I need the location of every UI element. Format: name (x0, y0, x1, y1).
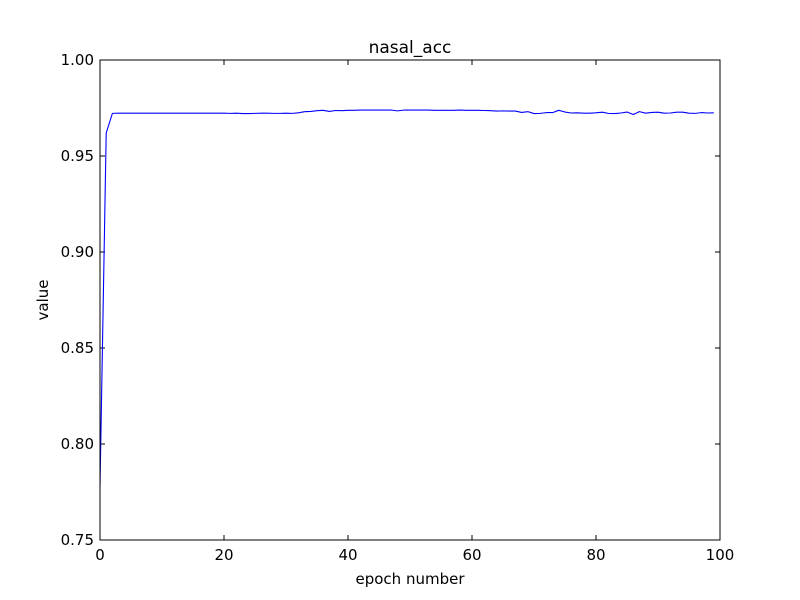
x-tick-label: 40 (338, 546, 357, 564)
x-tick-label: 0 (95, 546, 105, 564)
axis-ticks (99, 59, 721, 541)
y-tick-label: 0.95 (61, 147, 94, 165)
x-tick-label: 100 (706, 546, 735, 564)
y-tick-label: 1.00 (61, 51, 94, 69)
y-tick-label: 0.85 (61, 339, 94, 357)
x-tick-label: 80 (586, 546, 605, 564)
chart-title: nasal_acc (369, 38, 452, 58)
y-axis-label: value (34, 280, 52, 321)
x-axis-label: epoch number (356, 570, 466, 588)
x-tick-label: 60 (462, 546, 481, 564)
series-line (99, 109, 714, 487)
series-layer (99, 109, 714, 487)
y-tick-label: 0.75 (61, 531, 94, 549)
tick-labels: 0 20 40 60 80 100 0.75 0.80 0.85 0.90 0.95 1.00 (61, 51, 735, 564)
y-tick-label: 0.80 (61, 435, 94, 453)
plot-frame (99, 59, 721, 541)
y-tick-label: 0.90 (61, 243, 94, 261)
x-tick-label: 20 (214, 546, 233, 564)
